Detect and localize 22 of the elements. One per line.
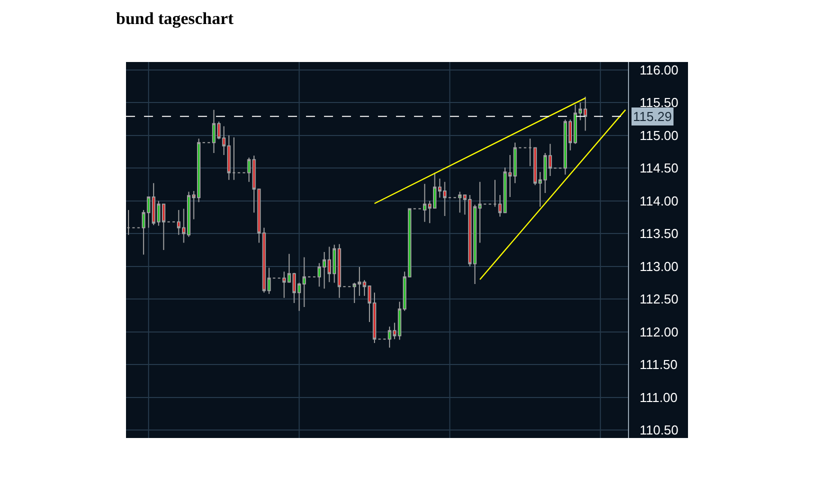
y-tick-label: 114.50 bbox=[640, 160, 678, 176]
y-tick-label: 115.50 bbox=[640, 95, 678, 110]
y-tick-label: 113.50 bbox=[640, 226, 678, 242]
candlestick bbox=[232, 136, 236, 180]
y-tick-label: 113.00 bbox=[640, 258, 678, 274]
y-tick-label: 111.50 bbox=[640, 357, 678, 372]
candlestick bbox=[528, 138, 532, 167]
ref-line-label: 115.29 bbox=[633, 109, 672, 124]
candlestick bbox=[247, 157, 251, 182]
candlestick bbox=[493, 179, 497, 208]
candlestick bbox=[126, 210, 130, 236]
y-tick-label: 110.50 bbox=[640, 422, 678, 438]
y-tick-label: 111.00 bbox=[640, 390, 678, 405]
candlestick bbox=[252, 155, 256, 214]
y-tick-label: 112.00 bbox=[640, 324, 678, 340]
candlestick bbox=[498, 194, 502, 218]
y-tick-label: 116.00 bbox=[640, 62, 678, 78]
chart-title: bund tageschart bbox=[116, 8, 234, 28]
y-tick-label: 112.50 bbox=[640, 292, 678, 307]
y-tick-label: 114.00 bbox=[640, 193, 678, 208]
candlestick bbox=[372, 292, 376, 344]
y-tick-label: 115.00 bbox=[640, 128, 678, 143]
